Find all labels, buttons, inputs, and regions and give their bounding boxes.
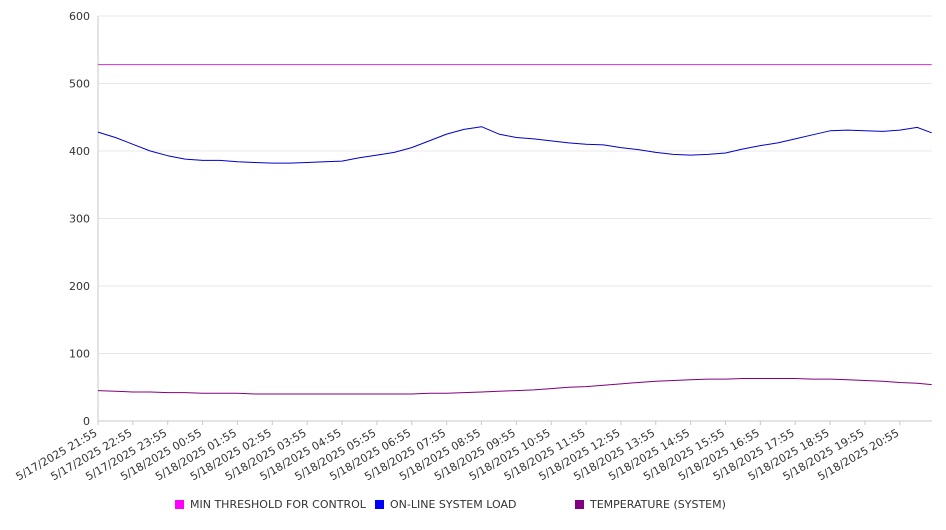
y-tick-label: 500 [69, 78, 90, 91]
y-tick-label: 300 [69, 213, 90, 226]
series-lines [97, 64, 932, 395]
y-tick-label: 200 [69, 280, 90, 293]
legend-label-min-threshold: MIN THRESHOLD FOR CONTROL [190, 498, 366, 511]
y-tick-label: 0 [83, 415, 90, 428]
grid-lines [98, 15, 932, 354]
y-tick-label: 400 [69, 145, 90, 158]
legend-item-temperature: TEMPERATURE (SYSTEM) [575, 498, 726, 511]
y-tick-label: 100 [69, 348, 90, 361]
legend-swatch-system-load [375, 500, 384, 509]
legend-item-system-load: ON-LINE SYSTEM LOAD [375, 498, 516, 511]
y-tick-label: 600 [69, 10, 90, 23]
legend-label-system-load: ON-LINE SYSTEM LOAD [390, 498, 517, 511]
axes [97, 16, 932, 425]
legend-item-min-threshold: MIN THRESHOLD FOR CONTROL [175, 498, 366, 511]
legend-swatch-min-threshold [175, 500, 184, 509]
y-axis-tick-labels: 0 100 200 300 400 500 600 [69, 10, 90, 428]
series-line-system-load [97, 126, 932, 164]
legend-label-temperature: TEMPERATURE (SYSTEM) [590, 498, 726, 511]
x-axis-tick-labels: 5/17/2025 21:555/17/2025 22:555/17/2025 … [14, 426, 902, 483]
series-line-temperature [97, 378, 932, 395]
chart-legend: MIN THRESHOLD FOR CONTROL ON-LINE SYSTEM… [0, 498, 946, 514]
legend-swatch-temperature [575, 500, 584, 509]
